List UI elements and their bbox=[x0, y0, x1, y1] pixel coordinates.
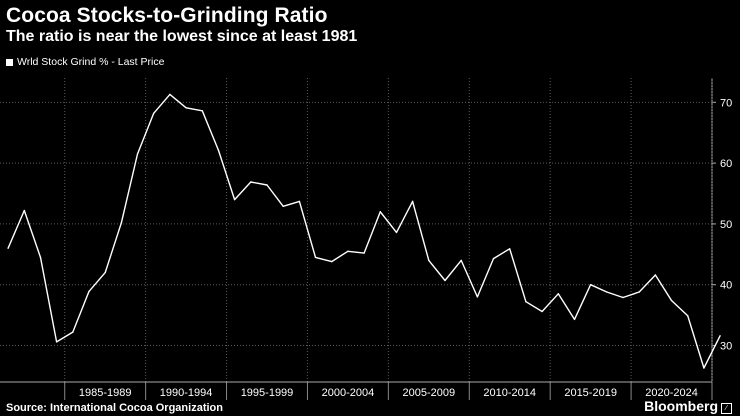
data-point bbox=[169, 93, 171, 96]
data-point bbox=[411, 200, 414, 203]
data-point bbox=[379, 211, 381, 213]
data-point bbox=[395, 231, 398, 234]
series-line bbox=[7, 93, 705, 369]
data-point bbox=[363, 252, 365, 254]
data-point bbox=[622, 296, 624, 299]
x-tick-label: 2005-2009 bbox=[403, 387, 456, 399]
x-tick-label: 2010-2014 bbox=[483, 387, 536, 399]
y-tick-label: 50 bbox=[720, 219, 732, 231]
data-point bbox=[250, 181, 252, 183]
data-point bbox=[120, 222, 123, 224]
data-point bbox=[72, 331, 74, 333]
data-point bbox=[39, 256, 42, 259]
data-point bbox=[654, 274, 657, 276]
data-point bbox=[541, 310, 543, 313]
data-point bbox=[7, 247, 9, 249]
y-tick-label: 60 bbox=[720, 158, 732, 170]
data-point bbox=[347, 250, 349, 252]
brand-badge-icon: ⁄ bbox=[721, 403, 732, 414]
y-tick-label: 30 bbox=[720, 341, 732, 353]
data-point bbox=[428, 259, 430, 262]
data-point bbox=[476, 296, 479, 298]
x-tick-label: 2015-2019 bbox=[564, 387, 617, 399]
data-point bbox=[88, 290, 90, 293]
y-tick-label: 70 bbox=[720, 97, 732, 109]
data-point bbox=[687, 315, 689, 317]
x-tick-label: 2020-2024 bbox=[645, 387, 698, 399]
data-point bbox=[282, 205, 284, 207]
data-point bbox=[703, 367, 705, 369]
data-point bbox=[55, 341, 58, 343]
data-point bbox=[460, 259, 462, 262]
data-point bbox=[136, 153, 139, 155]
data-point bbox=[606, 291, 608, 293]
data-point bbox=[185, 107, 187, 109]
data-point bbox=[266, 184, 268, 186]
data-point bbox=[233, 198, 236, 201]
x-tick-label: 1985-1989 bbox=[79, 387, 132, 399]
x-tick-label: 1995-1999 bbox=[241, 387, 294, 399]
data-point bbox=[525, 301, 527, 303]
data-point bbox=[104, 271, 106, 274]
data-point bbox=[492, 257, 495, 260]
x-tick-label: 2000-2004 bbox=[322, 387, 375, 399]
x-tick-label: 1990-1994 bbox=[160, 387, 213, 399]
brand-logo: Bloomberg bbox=[644, 398, 718, 414]
data-point bbox=[670, 299, 673, 302]
chart-subtitle: The ratio is near the lowest since at le… bbox=[6, 28, 358, 45]
data-point bbox=[298, 200, 301, 203]
legend-swatch bbox=[6, 58, 13, 66]
data-point bbox=[573, 318, 576, 321]
data-point bbox=[23, 209, 25, 212]
data-point bbox=[509, 248, 511, 250]
chart-legend: Wrld Stock Grind % - Last Price bbox=[6, 56, 164, 68]
data-point bbox=[153, 112, 155, 114]
data-point bbox=[719, 335, 721, 337]
data-point bbox=[201, 110, 203, 112]
data-point bbox=[331, 260, 333, 263]
data-point bbox=[314, 256, 317, 259]
data-point bbox=[589, 284, 592, 286]
source-note: Source: International Cocoa Organization bbox=[6, 402, 223, 414]
series-line bbox=[703, 335, 721, 369]
data-point bbox=[444, 279, 446, 282]
data-point bbox=[557, 293, 559, 295]
legend-label: Wrld Stock Grind % - Last Price bbox=[17, 56, 165, 68]
y-tick-label: 40 bbox=[720, 280, 732, 292]
data-point bbox=[217, 149, 220, 152]
chart-title: Cocoa Stocks-to-Grinding Ratio bbox=[6, 4, 328, 27]
data-point bbox=[638, 291, 640, 293]
